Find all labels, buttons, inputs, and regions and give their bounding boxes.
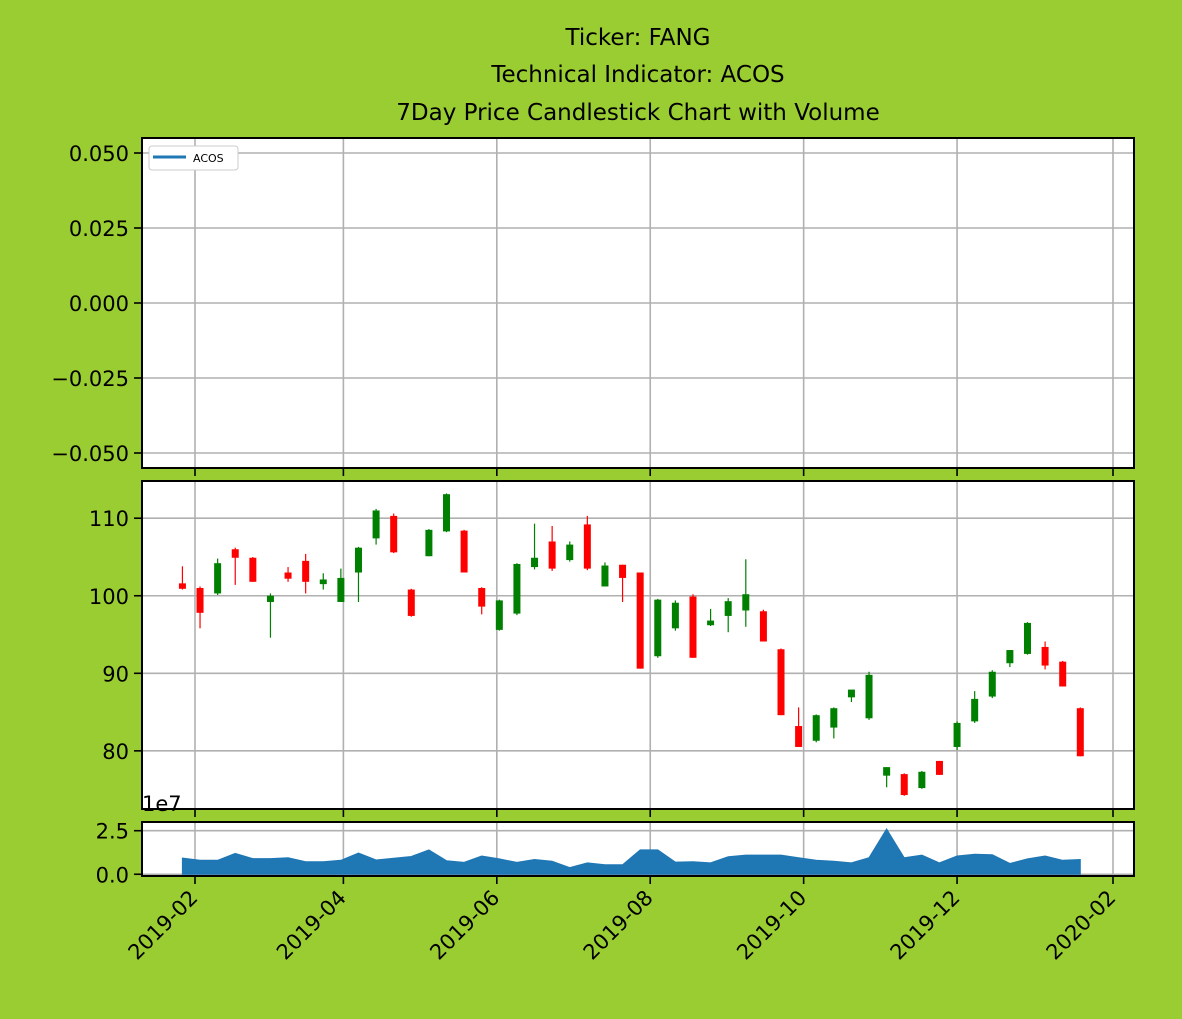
candle-body	[531, 557, 539, 568]
candle-body	[214, 563, 222, 594]
candle-body	[1076, 708, 1084, 757]
candle-body	[707, 620, 715, 626]
price-x-tick-marks	[194, 809, 1114, 817]
candle-body	[953, 722, 961, 747]
candle-body	[460, 530, 468, 573]
candle-body	[777, 649, 785, 716]
candle-body	[1059, 661, 1067, 687]
candle-body	[847, 689, 855, 698]
candle-body	[337, 577, 345, 602]
candle-body	[196, 588, 204, 613]
candle-body	[724, 601, 732, 616]
indicator-panel: 0.050 0.025 0.000 −0.025 −0.050 ACOS	[51, 137, 1135, 476]
candle-body	[654, 599, 662, 657]
indicator-y-tick-label: 0.000	[69, 292, 129, 316]
candle-body	[548, 541, 556, 569]
candle-body	[1006, 650, 1014, 664]
candle-body	[601, 565, 609, 587]
legend-acos-label: ACOS	[193, 152, 224, 165]
candle-body	[583, 524, 591, 569]
indicator-grid	[142, 138, 1134, 468]
candle-body	[495, 600, 503, 630]
candle-body	[918, 771, 926, 789]
price-y-tick-label: 90	[102, 662, 129, 686]
volume-y-ticks: 2.5 0.0	[96, 820, 142, 887]
volume-area	[181, 828, 1081, 875]
candle-body	[231, 549, 239, 558]
candle-body	[742, 594, 750, 611]
chart-title: Ticker: FANG Technical Indicator: ACOS 7…	[396, 25, 879, 126]
indicator-y-ticks: 0.050 0.025 0.000 −0.025 −0.050	[51, 142, 142, 466]
candle-body	[935, 760, 943, 775]
candle-body	[619, 564, 627, 578]
candle-body	[689, 596, 697, 658]
candle-body	[178, 583, 186, 589]
candle-body	[266, 595, 274, 602]
candle-body	[865, 674, 873, 719]
candle-body	[900, 774, 908, 796]
candle-body	[284, 572, 292, 579]
candle-body	[319, 579, 327, 585]
candle-body	[636, 572, 644, 669]
candle-body	[1023, 622, 1031, 654]
candle-body	[566, 544, 574, 561]
title-line-ticker: Ticker: FANG	[564, 25, 710, 51]
indicator-y-tick-label: −0.050	[51, 442, 129, 466]
candle-body	[1041, 646, 1049, 666]
candle-body	[830, 708, 838, 728]
candle-body	[425, 529, 433, 557]
candlesticks	[178, 493, 1084, 796]
price-panel: 110 100 90 80	[89, 480, 1135, 817]
candle-body	[249, 557, 257, 582]
volume-y-multiplier: 1e7	[142, 792, 182, 816]
indicator-legend: ACOS	[148, 145, 239, 171]
indicator-y-tick-label: 0.050	[69, 142, 129, 166]
candle-body	[971, 698, 979, 722]
indicator-y-tick-label: −0.025	[51, 367, 129, 391]
candle-body	[988, 671, 996, 697]
candle-body	[302, 560, 310, 582]
candle-body	[513, 563, 521, 614]
volume-panel-frame	[141, 821, 1135, 877]
price-panel-frame	[141, 480, 1135, 810]
indicator-y-tick-label: 0.025	[69, 217, 129, 241]
candle-body	[407, 589, 415, 616]
candle-body	[443, 494, 451, 532]
candle-body	[354, 547, 362, 573]
price-y-ticks: 110 100 90 80	[89, 507, 142, 764]
indicator-x-tick-marks	[194, 468, 1114, 476]
title-line-indicator: Technical Indicator: ACOS	[490, 62, 784, 88]
candle-body	[390, 515, 398, 553]
price-y-tick-label: 100	[89, 585, 129, 609]
candle-body	[795, 726, 803, 747]
indicator-panel-frame	[141, 137, 1135, 469]
candle-body	[671, 602, 679, 629]
price-y-tick-label: 110	[89, 507, 129, 531]
title-line-chart-type: 7Day Price Candlestick Chart with Volume	[396, 100, 879, 126]
candle-body	[478, 588, 486, 607]
candle-body	[372, 510, 380, 539]
candle-body	[759, 611, 767, 642]
volume-y-tick-label: 0.0	[96, 863, 129, 887]
legend-box	[148, 145, 239, 171]
volume-y-tick-label: 2.5	[96, 820, 129, 844]
price-y-tick-label: 80	[102, 740, 129, 764]
candle-body	[812, 715, 820, 741]
candle-body	[883, 767, 891, 776]
